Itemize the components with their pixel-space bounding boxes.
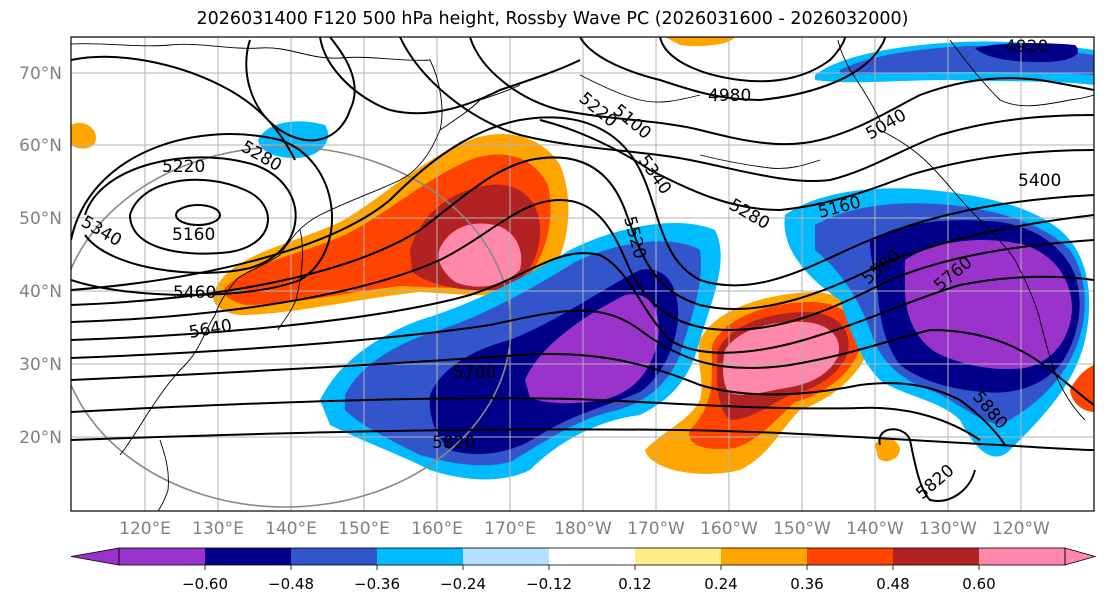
colorbar-tick-labels: −0.60 −0.48 −0.36 −0.24 −0.12 0.12 0.24 … (182, 575, 996, 593)
lon-label: 130°W (919, 519, 977, 539)
contour-label: 5160 (172, 225, 215, 245)
contour-label: 4980 (708, 86, 751, 106)
lat-label: 60°N (19, 136, 62, 156)
colorbar-frame (118, 547, 1066, 566)
lat-label: 40°N (19, 282, 62, 302)
colorbar-tick-label: −0.12 (526, 575, 572, 593)
map-title: 2026031400 F120 500 hPa height, Rossby W… (196, 9, 909, 29)
lat-label: 30°N (19, 355, 62, 375)
lon-label: 180°W (554, 519, 612, 539)
colorbar-tick-label: 0.36 (790, 575, 823, 593)
longitude-labels: 120°E 130°E 140°E 150°E 160°E 170°E 180°… (119, 519, 1050, 539)
lon-label: 120°E (119, 519, 171, 539)
contour-label: 5400 (1018, 171, 1061, 191)
graticule (71, 37, 1094, 511)
colorbar-swatch (549, 548, 636, 565)
colorbar-extend-min (70, 547, 120, 566)
lat-label: 70°N (19, 64, 62, 84)
height-contours (71, 37, 1094, 502)
map-content: 4920 4980 5040 5100 5160 5160 5220 5220 … (71, 37, 1094, 511)
colorbar-swatch (377, 548, 464, 565)
contour-label: 4920 (1005, 37, 1048, 57)
lat-label: 20°N (19, 428, 62, 448)
colorbar-swatch (979, 548, 1066, 565)
colorbar: −0.60 −0.48 −0.36 −0.24 −0.12 0.12 0.24 … (70, 547, 1097, 593)
colorbar-swatch (463, 548, 550, 565)
reference-circle (71, 146, 512, 508)
lon-label: 140°E (265, 519, 317, 539)
colorbar-tick-label: −0.36 (354, 575, 400, 593)
colorbar-swatch (635, 548, 722, 565)
lon-label: 120°W (992, 519, 1050, 539)
colorbar-tick-label: 0.24 (704, 575, 737, 593)
colorbar-tick-label: 0.12 (618, 575, 651, 593)
colorbar-swatch (807, 548, 894, 565)
colorbar-swatch (893, 548, 980, 565)
colorbar-swatch (205, 548, 292, 565)
colorbar-ticks (204, 565, 980, 570)
contour-label: 5460 (173, 283, 216, 303)
contour-label: 5820 (432, 433, 475, 453)
colorbar-tick-label: 0.48 (876, 575, 909, 593)
colorbar-tick-label: −0.60 (182, 575, 228, 593)
lon-label: 170°E (484, 519, 536, 539)
lon-label: 160°W (700, 519, 758, 539)
colorbar-tick-label: 0.60 (962, 575, 995, 593)
colorbar-tick-label: −0.24 (440, 575, 486, 593)
lon-label: 150°W (773, 519, 831, 539)
colorbar-segments (70, 547, 1097, 566)
latitude-labels: 70°N 60°N 50°N 40°N 30°N 20°N (19, 64, 62, 448)
map-border (70, 36, 1095, 512)
lon-label: 150°E (338, 519, 390, 539)
lon-label: 140°W (846, 519, 904, 539)
lat-label: 50°N (19, 209, 62, 229)
lon-label: 130°E (192, 519, 244, 539)
colorbar-swatch (291, 548, 378, 565)
colorbar-swatch (721, 548, 808, 565)
contour-label: 5220 (162, 157, 205, 177)
colorbar-extend-max (1064, 547, 1097, 566)
anomaly-shading (71, 37, 1094, 480)
lon-label: 160°E (411, 519, 463, 539)
colorbar-tick-label: −0.48 (268, 575, 314, 593)
lon-label: 170°W (627, 519, 685, 539)
colorbar-swatch (119, 548, 206, 565)
contour-label: 5700 (453, 363, 496, 383)
